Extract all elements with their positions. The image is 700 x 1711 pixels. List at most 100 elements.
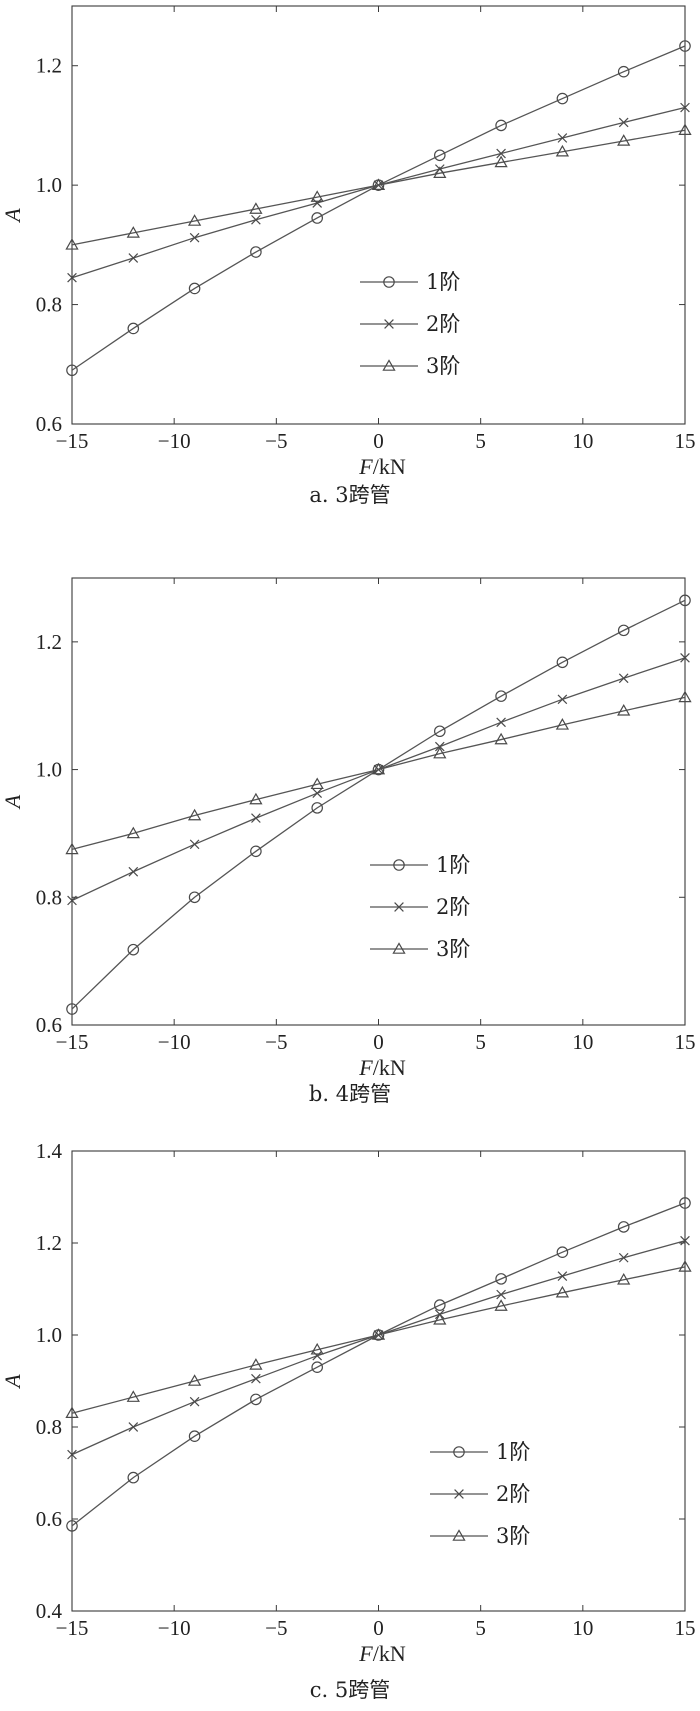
legend-marker-x bbox=[394, 902, 404, 912]
x-tick-label: 0 bbox=[373, 1616, 384, 1640]
x-tick-label: 15 bbox=[675, 429, 696, 453]
legend-label: 2阶 bbox=[496, 1482, 530, 1506]
x-tick-label: 5 bbox=[475, 1030, 486, 1054]
data-point-circle bbox=[127, 1471, 140, 1484]
plot-area-frame bbox=[71, 5, 686, 425]
panel-caption: b. 4跨管 bbox=[309, 1082, 391, 1106]
x-tick-label: −5 bbox=[265, 429, 287, 453]
data-point-triangle bbox=[371, 178, 386, 190]
panel-caption: c. 5跨管 bbox=[310, 1678, 390, 1702]
y-tick-label: 1.0 bbox=[36, 1323, 62, 1347]
legend-label: 3阶 bbox=[496, 1524, 530, 1548]
data-point-x bbox=[312, 1350, 323, 1361]
data-point-x bbox=[251, 1373, 261, 1384]
legend-label: 1阶 bbox=[436, 853, 470, 877]
x-axis-unit: /kN bbox=[373, 454, 406, 479]
series-line bbox=[71, 1240, 686, 1456]
x-tick-label: 10 bbox=[572, 429, 593, 453]
data-point-circle bbox=[617, 1221, 630, 1233]
plot-area-frame bbox=[71, 1150, 686, 1612]
y-tick-label: 1.0 bbox=[36, 758, 62, 782]
data-point-triangle bbox=[433, 746, 447, 759]
series-line bbox=[71, 1202, 686, 1527]
data-point-triangle bbox=[310, 190, 324, 202]
data-point-x bbox=[680, 652, 690, 663]
x-axis-variable: F bbox=[358, 1055, 373, 1080]
y-tick-label: 0.8 bbox=[36, 293, 62, 317]
data-point-x bbox=[618, 1252, 629, 1263]
y-tick-label: 0.4 bbox=[36, 1599, 63, 1623]
legend-marker-circle bbox=[453, 1446, 465, 1458]
x-tick-label: −5 bbox=[265, 1030, 287, 1054]
chart-panel-3: −15 −10 −5 0 5 10 15 0.4 0.6 0.8 1.0 1.2 1.4 A F/kN c. … bbox=[0, 1139, 696, 1702]
series-line bbox=[71, 1266, 686, 1414]
data-point-circle bbox=[617, 624, 630, 637]
series-2 bbox=[67, 652, 690, 906]
x-tick-label: 10 bbox=[572, 1616, 593, 1640]
data-point-x bbox=[312, 788, 323, 799]
data-point-triangle bbox=[126, 226, 140, 238]
data-point-triangle bbox=[249, 202, 263, 214]
data-point-x bbox=[67, 272, 77, 283]
series-3 bbox=[65, 690, 692, 855]
x-tick-label: −10 bbox=[158, 1030, 191, 1054]
data-point-triangle bbox=[249, 792, 263, 805]
series-3 bbox=[65, 123, 692, 250]
legend: 1阶 2阶 3阶 bbox=[370, 853, 470, 961]
data-point-x bbox=[496, 148, 506, 159]
data-point-circle bbox=[66, 1003, 78, 1015]
series-2 bbox=[67, 102, 690, 283]
data-point-triangle bbox=[617, 134, 631, 146]
data-point-circle bbox=[311, 1361, 323, 1373]
data-point-circle bbox=[679, 1197, 691, 1209]
data-point-circle bbox=[556, 1246, 569, 1258]
data-point-triangle bbox=[65, 238, 79, 250]
legend: 1阶 2阶 3阶 bbox=[360, 270, 460, 378]
data-point-x bbox=[557, 694, 568, 705]
data-point-circle bbox=[311, 802, 323, 814]
data-point-circle bbox=[250, 246, 262, 258]
data-point-triangle bbox=[678, 690, 692, 703]
y-tick-label: 0.8 bbox=[36, 1415, 62, 1439]
series-2 bbox=[67, 1235, 690, 1460]
x-tick-label: 10 bbox=[572, 1030, 593, 1054]
x-tick-label: −15 bbox=[56, 1030, 89, 1054]
data-point-x bbox=[251, 813, 261, 823]
data-point-circle bbox=[495, 119, 507, 132]
y-tick-label: 0.6 bbox=[36, 412, 62, 436]
data-point-x bbox=[67, 895, 77, 906]
chart-panel-1: −15 −10 −5 0 5 10 15 0.6 0.8 1.0 1.2 A F/kN a. 3跨管 1阶 2… bbox=[0, 5, 696, 507]
data-point-triangle bbox=[126, 826, 140, 839]
data-point-circle bbox=[679, 40, 691, 52]
data-point-x bbox=[618, 117, 629, 128]
y-tick-label: 1.2 bbox=[36, 1231, 62, 1255]
legend-marker-x bbox=[454, 1489, 464, 1499]
series-line bbox=[71, 129, 686, 246]
data-point-circle bbox=[556, 656, 569, 669]
y-tick-label: 1.0 bbox=[36, 173, 62, 197]
series-3 bbox=[65, 1260, 692, 1418]
data-point-x bbox=[680, 1235, 690, 1246]
data-point-triangle bbox=[555, 718, 570, 730]
plot-area-frame bbox=[71, 577, 686, 1026]
data-point-triangle bbox=[187, 214, 202, 226]
x-tick-label: 15 bbox=[675, 1616, 696, 1640]
data-point-triangle bbox=[433, 166, 447, 178]
data-point-circle bbox=[311, 212, 323, 224]
x-axis-title: F/kN bbox=[358, 1055, 406, 1080]
y-axis-title: A bbox=[0, 208, 25, 224]
y-axis-title: A bbox=[0, 794, 25, 810]
data-point-circle bbox=[679, 594, 691, 607]
data-point-triangle bbox=[617, 704, 631, 716]
data-point-x bbox=[189, 232, 200, 243]
data-point-triangle bbox=[555, 144, 570, 157]
data-point-x bbox=[312, 198, 323, 208]
x-axis-variable: F bbox=[358, 1641, 373, 1666]
data-point-circle bbox=[188, 891, 201, 904]
data-point-x bbox=[189, 839, 200, 850]
data-point-x bbox=[67, 1449, 77, 1460]
data-point-circle bbox=[433, 149, 446, 162]
series-line bbox=[71, 106, 686, 279]
data-point-x bbox=[496, 717, 506, 728]
